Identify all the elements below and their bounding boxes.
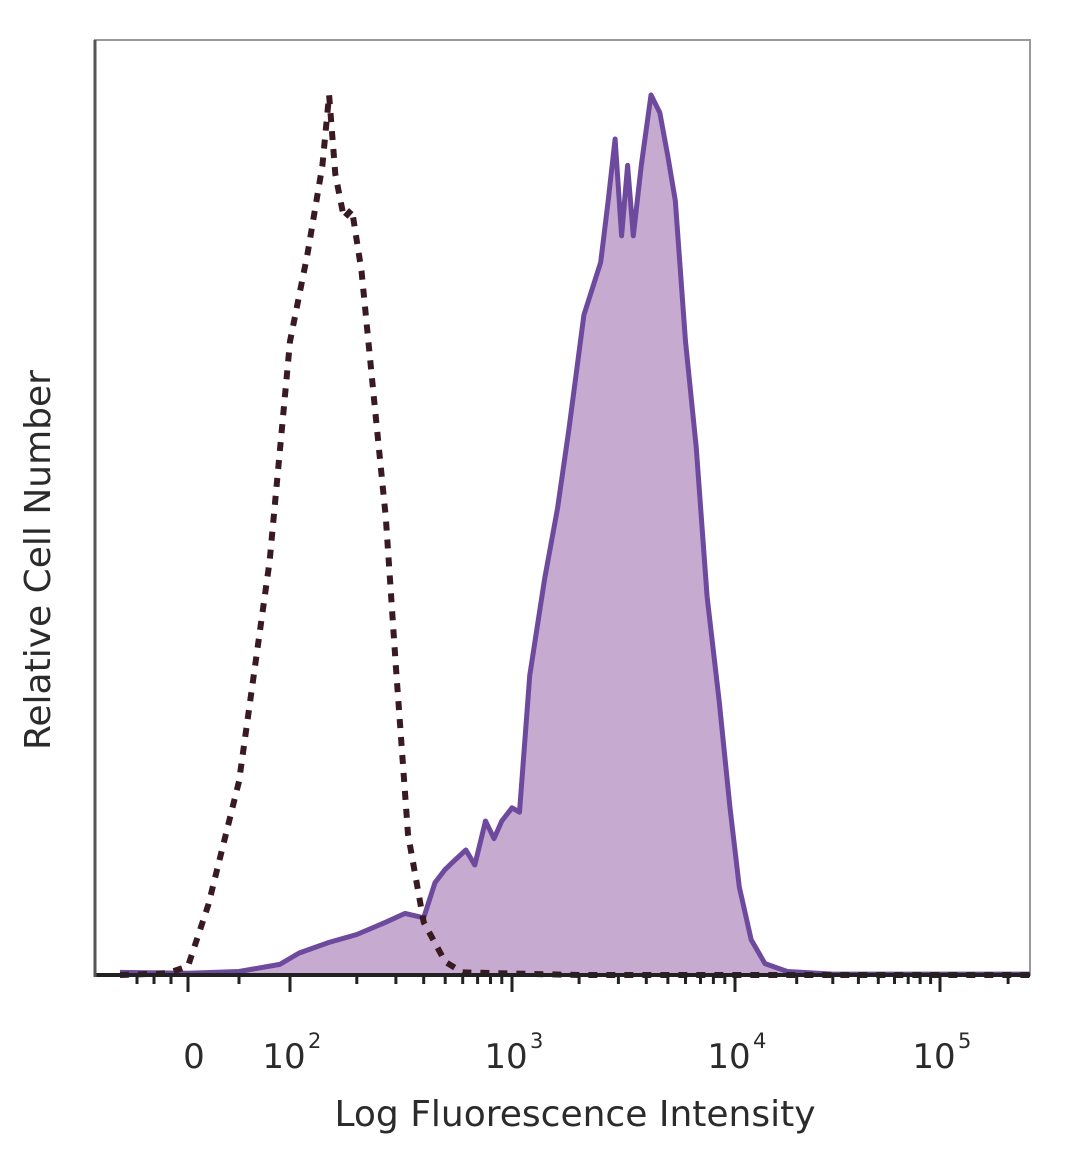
- x-tick-label: 10 2: [262, 1029, 321, 1077]
- y-axis-label: Relative Cell Number: [18, 370, 59, 750]
- tick-marks: [135, 975, 1010, 992]
- x-tick-label-base: 10: [707, 1037, 750, 1077]
- x-tick-label: 10 4: [707, 1029, 766, 1077]
- x-tick-label-base: 0: [183, 1037, 205, 1077]
- stained-histogram-fill: [120, 95, 1030, 975]
- x-tick-label: 0: [183, 1037, 205, 1077]
- tick-labels: 0 10 2 10 3 10 4 10 5: [183, 1029, 971, 1077]
- x-tick-label-base: 10: [912, 1037, 955, 1077]
- x-tick-label: 10 3: [484, 1029, 543, 1077]
- series-layer: [119, 92, 1030, 978]
- x-axis-label: Log Fluorescence Intensity: [334, 1094, 815, 1135]
- x-tick-label-base: 10: [484, 1037, 527, 1077]
- x-tick-label-exponent: 4: [753, 1029, 766, 1053]
- stained-histogram-line: [119, 92, 1030, 977]
- x-tick-label-exponent: 5: [958, 1029, 971, 1053]
- isotype-control-line: [119, 92, 1030, 978]
- x-tick-label-base: 10: [262, 1037, 305, 1077]
- x-tick-label-exponent: 3: [530, 1029, 543, 1053]
- x-tick-label-exponent: 2: [308, 1029, 321, 1053]
- x-tick-label: 10 5: [912, 1029, 971, 1077]
